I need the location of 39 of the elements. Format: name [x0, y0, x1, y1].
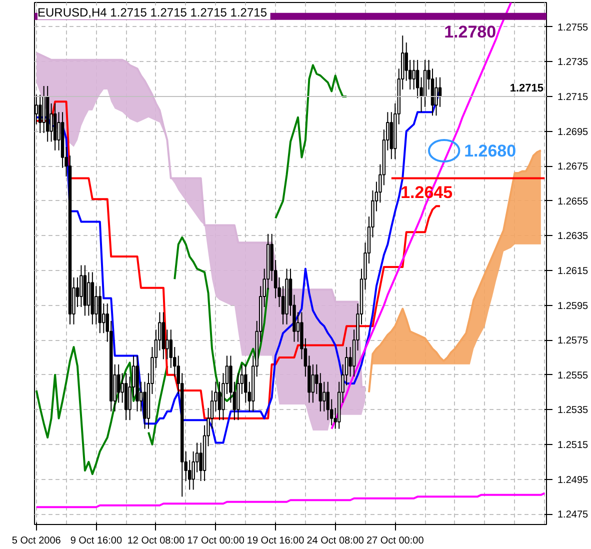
candlestick — [416, 59, 420, 99]
x-tick-label: 12 Oct 08:00 — [127, 536, 186, 546]
candlestick — [80, 264, 83, 308]
candlestick — [311, 364, 315, 404]
y-tick-label: 1.2715 — [558, 92, 589, 103]
y-tick-label: 1.2595 — [558, 300, 589, 312]
y-tick-label: 1.2575 — [558, 336, 589, 347]
x-tick-label: 19 Oct 16:00 — [246, 536, 305, 546]
candlestick — [116, 364, 120, 404]
candlestick — [412, 59, 416, 90]
candlestick — [38, 94, 42, 134]
y-tick-label: 1.2475 — [558, 510, 589, 521]
x-tick-label: 27 Oct 00:00 — [366, 536, 424, 546]
y-tick-label: 1.2535 — [558, 405, 589, 416]
y-tick-label: 1.2695 — [558, 126, 589, 138]
candlestick — [218, 381, 222, 421]
candlestick — [434, 76, 438, 116]
x-tick-label: 5 Oct 2006 — [12, 536, 62, 546]
candlestick — [318, 372, 322, 412]
y-tick-label: 1.2615 — [558, 266, 589, 277]
line-series — [35, 492, 546, 508]
y-tick-label: 1.2555 — [558, 370, 589, 382]
y-tick-label: 1.2635 — [558, 231, 589, 242]
candlestick — [322, 381, 326, 412]
annotation: 1.2680 — [464, 142, 516, 161]
annotation: 1.2780 — [444, 22, 496, 42]
x-tick-label: 9 Oct 16:00 — [70, 536, 122, 546]
y-tick-label: 1.2515 — [558, 440, 589, 451]
x-tick-label: 24 Oct 08:00 — [306, 536, 364, 546]
y-tick-label: 1.2495 — [558, 474, 589, 486]
candlestick — [87, 272, 90, 316]
chart-title: EURUSD,H4 1.2715 1.2715 1.2715 1.2715 — [38, 6, 268, 20]
x-tick-label: 17 Oct 00:00 — [187, 536, 245, 546]
y-tick-label: 1.2755 — [558, 22, 589, 34]
ref-line-label: 1.2715 — [510, 82, 544, 94]
y-tick-label: 1.2735 — [558, 57, 589, 68]
y-tick-label: 1.2675 — [558, 162, 589, 173]
y-tick-label: 1.2655 — [558, 196, 589, 208]
candlestick — [94, 286, 98, 325]
